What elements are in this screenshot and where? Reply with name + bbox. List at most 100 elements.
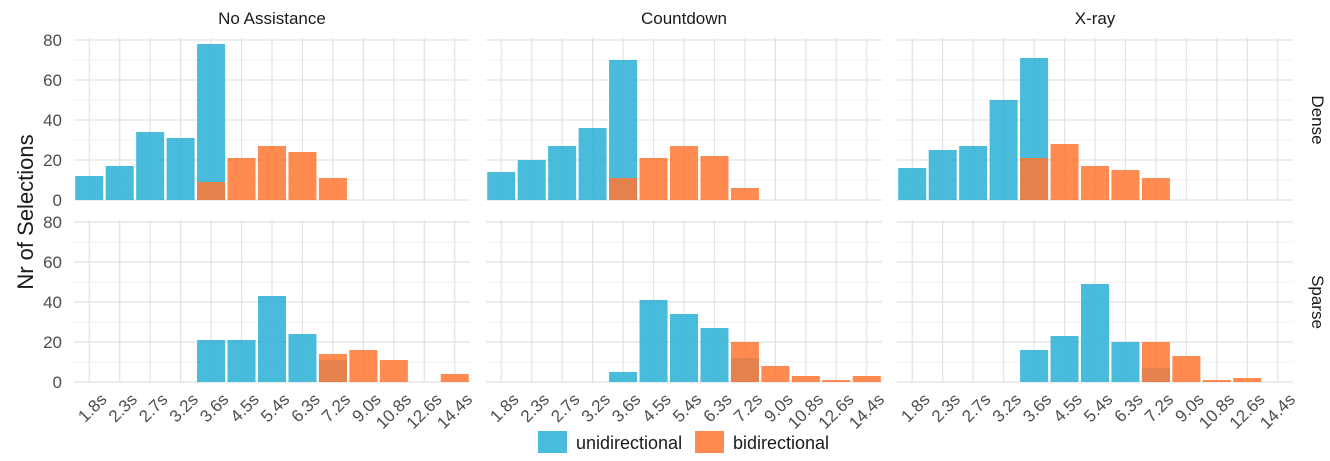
x-tick-label: 5.4s [1080, 390, 1116, 426]
bar-unidirectional-countdown-dense-2 [548, 146, 577, 200]
bar-bidirectional-no-assistance-sparse-10 [379, 360, 408, 382]
bar-bidirectional-x-ray-dense-7 [1111, 170, 1140, 200]
x-tick-label: 3.2s [578, 390, 614, 426]
y-tick-label: 0 [53, 191, 62, 210]
x-tick-label: 4.5s [639, 390, 675, 426]
bar-bidirectional-no-assistance-sparse-9 [349, 350, 378, 382]
bar-bidirectional-countdown-sparse-9 [761, 366, 790, 382]
bar-bidirectional-x-ray-dense-8 [1141, 178, 1170, 200]
x-tick-label: 2.3s [928, 390, 964, 426]
x-tick-label: 3.6s [196, 390, 232, 426]
x-tick-label: 7.2s [730, 390, 766, 426]
bar-bidirectional-no-assistance-dense-4 [197, 182, 226, 200]
x-tick-label: 14.4s [845, 390, 888, 433]
x-tick-label: 1.8s [486, 390, 522, 426]
bar-bidirectional-countdown-sparse-12 [852, 376, 881, 382]
x-tick-label: 6.3s [700, 390, 736, 426]
x-tick-label: 3.2s [989, 390, 1025, 426]
y-axis-title: Nr of Selections [13, 134, 38, 289]
bar-unidirectional-x-ray-sparse-7 [1111, 342, 1140, 382]
y-tick-label: 80 [43, 213, 62, 232]
x-tick-label: 2.7s [135, 390, 171, 426]
y-tick-label: 80 [43, 31, 62, 50]
bar-unidirectional-countdown-dense-0 [487, 172, 516, 200]
bar-bidirectional-no-assistance-dense-6 [257, 146, 287, 200]
x-tick-label: 5.4s [669, 390, 705, 426]
x-tick-label: 3.6s [1019, 390, 1055, 426]
legend-swatch-unidirectional [538, 431, 567, 453]
legend-swatch-bidirectional [695, 431, 724, 453]
x-tick-label: 3.2s [166, 390, 202, 426]
bar-unidirectional-countdown-sparse-4 [609, 372, 638, 382]
bar-bidirectional-x-ray-sparse-8 [1141, 342, 1170, 382]
x-tick-label: 14.4s [1256, 390, 1299, 433]
bar-unidirectional-no-assistance-dense-2 [136, 132, 165, 200]
bar-bidirectional-x-ray-dense-5 [1050, 144, 1079, 200]
bar-unidirectional-countdown-dense-3 [578, 128, 607, 200]
x-tick-label: 3.6s [608, 390, 644, 426]
bar-bidirectional-x-ray-dense-6 [1080, 166, 1110, 200]
x-tick-label: 1.8s [897, 390, 933, 426]
y-tick-label: 60 [43, 71, 62, 90]
x-tick-label: 4.5s [227, 390, 263, 426]
bar-bidirectional-countdown-dense-4 [609, 178, 638, 200]
facet-label-countdown: Countdown [641, 9, 727, 28]
bar-bidirectional-no-assistance-sparse-8 [318, 354, 347, 382]
bar-bidirectional-countdown-dense-6 [669, 146, 699, 200]
bar-unidirectional-x-ray-dense-1 [928, 150, 957, 200]
legend: unidirectional bidirectional [538, 431, 829, 453]
bar-unidirectional-no-assistance-dense-4 [197, 44, 226, 200]
bar-bidirectional-no-assistance-sparse-12 [440, 374, 469, 382]
x-tick-label: 5.4s [257, 390, 293, 426]
bar-unidirectional-x-ray-sparse-5 [1050, 336, 1079, 382]
bar-bidirectional-no-assistance-dense-7 [288, 152, 317, 200]
x-tick-label: 2.3s [517, 390, 553, 426]
bar-unidirectional-no-assistance-dense-3 [166, 138, 195, 200]
bar-bidirectional-x-ray-sparse-11 [1233, 378, 1262, 382]
facet-label-sparse: Sparse [1308, 275, 1327, 329]
y-tick-label: 20 [43, 151, 62, 170]
bar-unidirectional-x-ray-sparse-6 [1080, 284, 1110, 382]
bar-unidirectional-x-ray-sparse-4 [1020, 350, 1049, 382]
x-tick-label: 2.7s [958, 390, 994, 426]
x-tick-label: 2.7s [547, 390, 583, 426]
x-tick-label: 6.3s [1111, 390, 1147, 426]
facet-label-x-ray: X-ray [1075, 9, 1116, 28]
bar-unidirectional-x-ray-dense-2 [959, 146, 988, 200]
y-tick-label: 60 [43, 253, 62, 272]
bar-unidirectional-no-assistance-sparse-7 [288, 334, 317, 382]
bar-bidirectional-x-ray-dense-4 [1020, 158, 1049, 200]
bar-bidirectional-countdown-sparse-11 [822, 380, 851, 382]
legend-label-unidirectional: unidirectional [576, 433, 682, 453]
bar-bidirectional-no-assistance-dense-5 [227, 158, 256, 200]
bar-unidirectional-no-assistance-dense-1 [105, 166, 134, 200]
facet-label-dense: Dense [1308, 95, 1327, 144]
bar-bidirectional-x-ray-sparse-10 [1202, 380, 1231, 382]
y-tick-label: 20 [43, 333, 62, 352]
bar-bidirectional-no-assistance-dense-8 [318, 178, 347, 200]
x-tick-label: 2.3s [105, 390, 141, 426]
bar-unidirectional-countdown-sparse-7 [700, 328, 729, 382]
bars-layer [75, 44, 1262, 382]
y-tick-label: 0 [53, 373, 62, 392]
bar-bidirectional-countdown-sparse-10 [791, 376, 820, 382]
bar-unidirectional-countdown-sparse-5 [639, 300, 668, 382]
bar-unidirectional-no-assistance-sparse-5 [227, 340, 256, 382]
x-tick-label: 7.2s [1141, 390, 1177, 426]
bar-unidirectional-countdown-dense-4 [609, 60, 638, 200]
bar-unidirectional-no-assistance-sparse-4 [197, 340, 226, 382]
bar-bidirectional-countdown-dense-5 [639, 158, 668, 200]
bar-unidirectional-no-assistance-sparse-6 [257, 296, 287, 382]
x-tick-label: 1.8s [74, 390, 110, 426]
y-tick-label: 40 [43, 293, 62, 312]
x-tick-label: 7.2s [318, 390, 354, 426]
bar-unidirectional-no-assistance-dense-0 [75, 176, 104, 200]
bar-bidirectional-countdown-sparse-8 [730, 342, 759, 382]
bar-unidirectional-countdown-sparse-6 [669, 314, 699, 382]
bar-unidirectional-x-ray-dense-0 [898, 168, 927, 200]
x-tick-label: 6.3s [288, 390, 324, 426]
bar-bidirectional-x-ray-sparse-9 [1172, 356, 1201, 382]
x-tick-label: 14.4s [433, 390, 476, 433]
